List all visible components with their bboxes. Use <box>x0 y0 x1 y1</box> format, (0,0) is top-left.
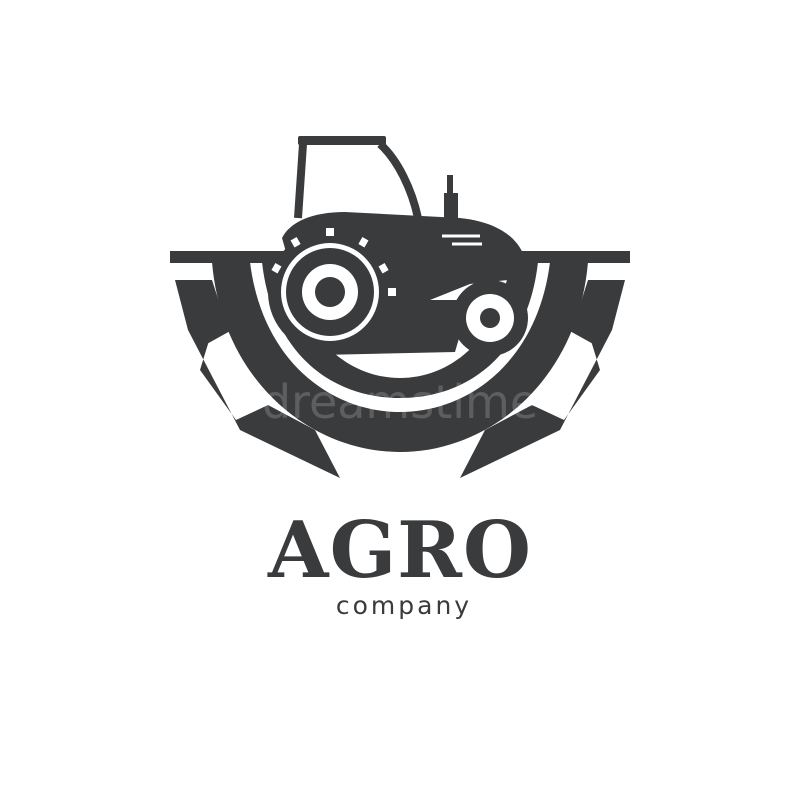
brand-tagline: company <box>335 591 473 620</box>
watermark: dreamstime <box>262 375 538 429</box>
road-curve <box>262 262 538 398</box>
brand-name: AGRO <box>268 505 532 596</box>
gear-icon <box>175 262 625 478</box>
tractor-icon <box>268 136 528 356</box>
